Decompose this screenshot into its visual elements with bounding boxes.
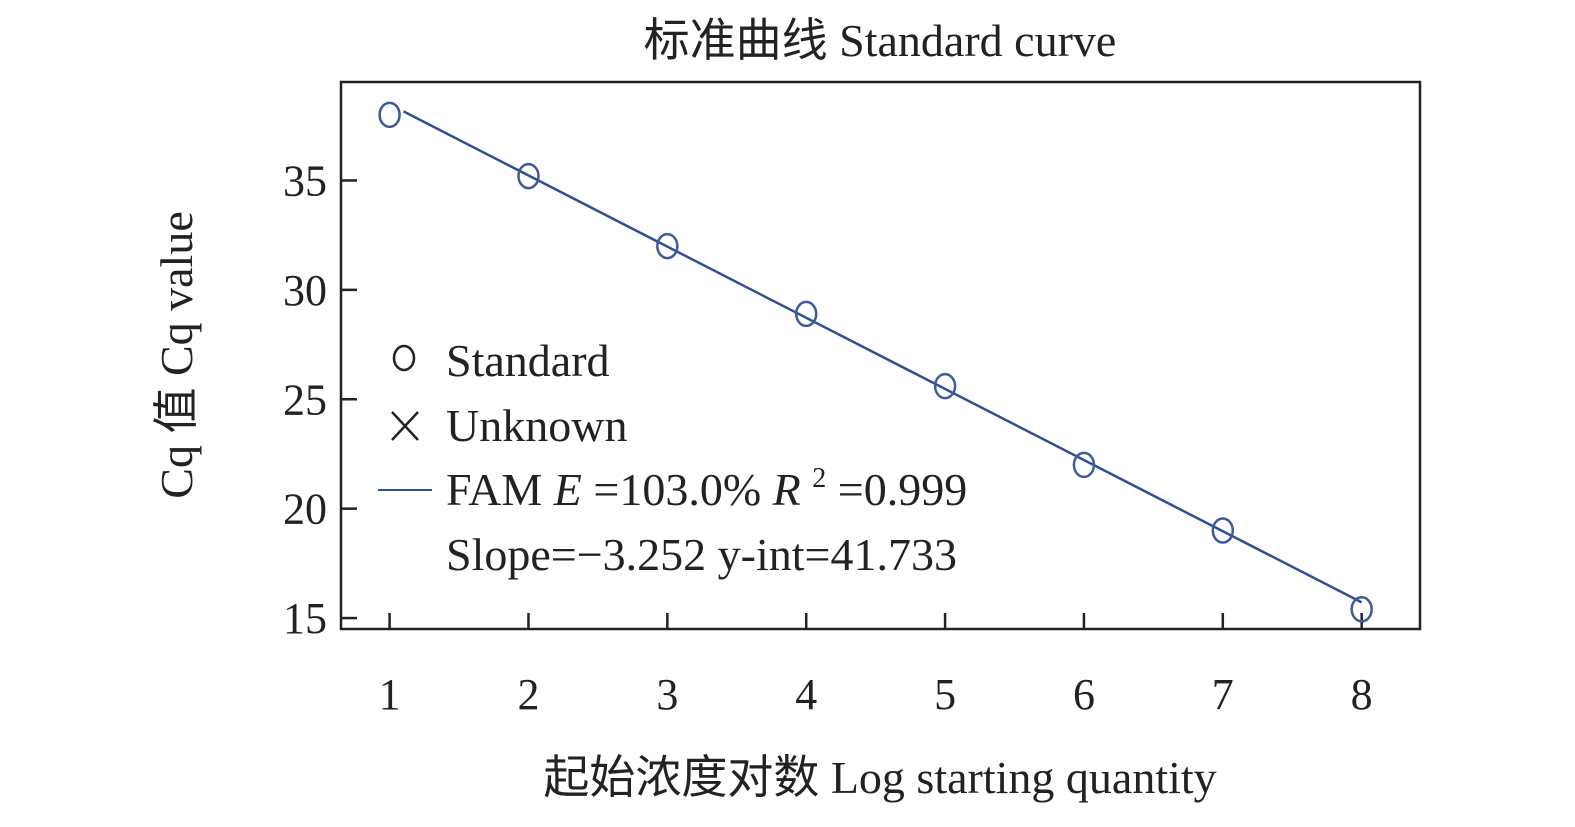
x-tick-label: 7 <box>1212 670 1234 719</box>
r-squared-value: =0.999 <box>838 464 967 515</box>
legend-unknown-label: Unknown <box>446 400 627 451</box>
legend-entry-unknown: Unknown <box>391 400 627 451</box>
y-tick-label: 25 <box>283 375 327 424</box>
x-tick-label: 5 <box>934 670 956 719</box>
y-tick-label: 15 <box>283 594 327 643</box>
legend-entry-fam-fit: FAM E =103.0% R 2 =0.999 Slope=−3.252 y-… <box>378 446 967 580</box>
standard-point <box>517 162 540 190</box>
standard-point <box>933 372 957 400</box>
legend-standard-label: Standard <box>446 335 610 386</box>
x-tick-label: 4 <box>795 670 817 719</box>
circle-marker-icon <box>392 344 416 372</box>
efficiency-value: =103.0% <box>593 464 772 515</box>
standard-point <box>1350 596 1373 623</box>
x-axis-label: 起始浓度对数 Log starting quantity <box>543 752 1216 803</box>
fit-line-series <box>402 110 1363 604</box>
x-axis: 1 2 3 4 5 6 7 8 <box>379 613 1373 719</box>
standard-point <box>378 101 401 129</box>
chart-title: 标准曲线 Standard curve <box>644 15 1117 66</box>
fam-prefix: FAM <box>446 464 554 515</box>
r-squared-superscript: 2 <box>812 463 826 494</box>
standard-point <box>1072 451 1096 479</box>
r-squared-symbol: R <box>772 464 801 515</box>
x-tick-label: 8 <box>1351 670 1373 719</box>
legend-fam-label: FAM E =103.0% R 2 =0.999 <box>446 446 967 515</box>
y-tick-label: 20 <box>283 485 327 534</box>
x-tick-label: 6 <box>1073 670 1095 719</box>
fit-line <box>402 110 1363 604</box>
efficiency-symbol: E <box>553 464 582 515</box>
legend: Standard Unknown FAM E =103.0% R 2 =0.99… <box>378 335 967 580</box>
x-tick-label: 3 <box>656 670 678 719</box>
standard-point <box>656 232 679 260</box>
y-axis: 15 20 25 30 35 <box>283 156 357 643</box>
x-tick-label: 1 <box>379 670 401 719</box>
legend-entry-standard: Standard <box>392 335 610 386</box>
standard-series-points <box>378 101 1373 623</box>
y-tick-label: 30 <box>283 266 327 315</box>
x-tick-label: 2 <box>517 670 539 719</box>
standard-point <box>1211 517 1235 544</box>
slope-intercept-annotation: Slope=−3.252 y-int=41.733 <box>446 529 957 580</box>
cross-marker-icon <box>391 411 419 441</box>
y-tick-label: 35 <box>283 156 327 205</box>
standard-point <box>794 300 818 328</box>
y-axis-label: Cq 值 Cq value <box>151 211 202 498</box>
